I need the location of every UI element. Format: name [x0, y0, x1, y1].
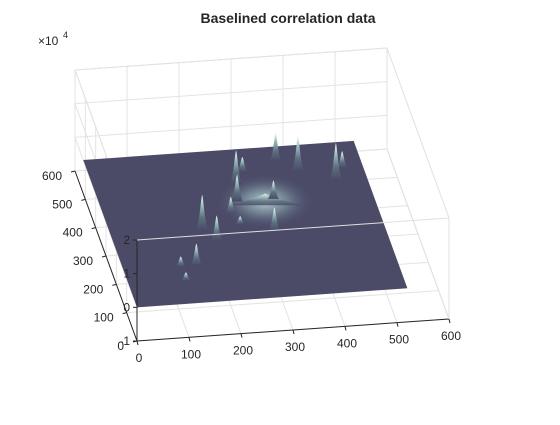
y-tick-label: 500 — [52, 197, 72, 211]
z-tick-label: 2 — [123, 233, 130, 247]
x-tick-label: 500 — [389, 333, 409, 347]
svg-text:×10: ×10 — [38, 34, 59, 48]
y-tick-label: 400 — [63, 226, 83, 240]
surface-peak — [231, 174, 243, 202]
x-tick-mark — [292, 329, 295, 335]
y-tick-label: 600 — [42, 169, 62, 183]
surface-peak — [267, 180, 280, 199]
z-exponent-label: ×10 4 — [38, 30, 68, 48]
y-tick-label: 0 — [117, 339, 124, 353]
x-tick-mark — [344, 326, 347, 331]
surface-peak — [175, 256, 187, 267]
x-tick-label: 300 — [285, 340, 305, 354]
x-tick-mark — [188, 337, 191, 342]
x-tick-label: 400 — [337, 336, 357, 350]
y-tick-label: 300 — [73, 254, 93, 268]
surface-peak — [195, 194, 209, 231]
surface-ridge-peak — [228, 193, 303, 206]
box-edge — [386, 47, 450, 219]
surface-mesh — [83, 132, 408, 308]
surface-peak — [225, 196, 237, 214]
surface-peak — [329, 142, 343, 180]
y-tick-mark — [101, 255, 107, 258]
surface-peak — [229, 150, 243, 185]
y-tick-mark — [122, 312, 127, 315]
y-tick-label: 200 — [83, 282, 103, 296]
axes-lines — [70, 47, 451, 346]
x-tick-label: 200 — [233, 344, 253, 358]
y-tick-mark — [81, 198, 86, 201]
surface-peak — [268, 207, 281, 231]
x-tick-label: 600 — [441, 329, 461, 343]
surface-peak — [236, 156, 248, 173]
z-tick-label: 1 — [123, 267, 130, 281]
y-tick-mark — [70, 170, 76, 173]
box-edge — [136, 217, 450, 241]
grid-line — [126, 290, 439, 314]
x-tick-mark — [240, 333, 243, 338]
x-tick-mark — [448, 318, 451, 324]
x-tick-mark — [396, 322, 399, 327]
x-tick-label: 0 — [136, 351, 143, 365]
z-tick-label: 0 — [123, 300, 130, 314]
x-tick-label: 100 — [181, 347, 201, 361]
surface-peak — [190, 243, 203, 266]
svg-text:4: 4 — [63, 30, 68, 40]
tick-labels: 0 100 200 300 400 500 6000100200300400500600-1… — [42, 169, 461, 365]
y-tick-mark — [91, 227, 96, 230]
y-tick-mark — [112, 283, 117, 286]
surface-peak — [291, 135, 305, 172]
x-tick-mark — [136, 340, 139, 346]
y-tick-label: 100 — [94, 311, 114, 325]
surface-peak — [269, 132, 282, 161]
surface-peak — [336, 151, 348, 168]
z-tick-label: -1 — [119, 334, 130, 348]
box-edge — [386, 148, 450, 320]
surface-peak — [234, 216, 246, 225]
chart-title: Baselined correlation data — [200, 10, 375, 26]
surface-peak — [180, 272, 192, 281]
